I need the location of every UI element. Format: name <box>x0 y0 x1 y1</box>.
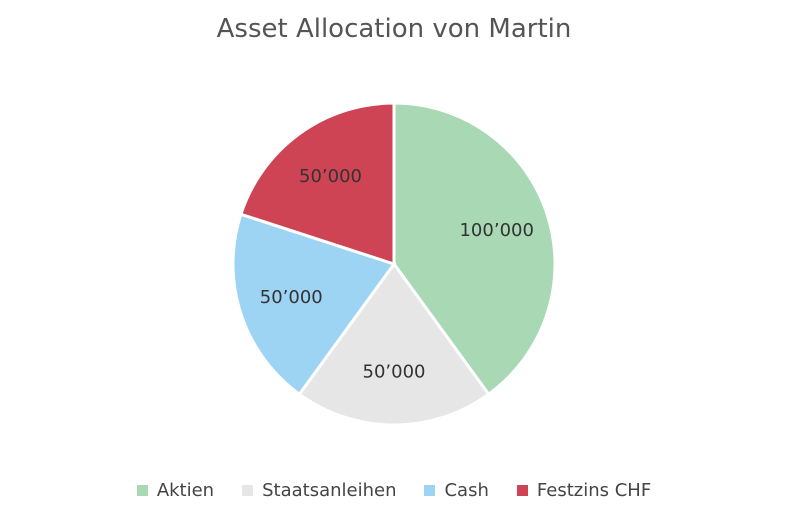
legend-label: Festzins CHF <box>536 480 652 501</box>
data-label-cash: 50’000 <box>260 287 323 308</box>
legend-item-cash: Cash <box>424 480 489 501</box>
legend-item-aktien: Aktien <box>136 480 215 501</box>
legend-swatch <box>242 485 254 496</box>
legend: Aktien Staatsanleihen Cash Festzins CHF <box>0 480 788 501</box>
pie-slice-aktien <box>392 101 557 397</box>
legend-swatch <box>424 485 436 496</box>
legend-label: Aktien <box>156 480 215 501</box>
data-label-staatsanleihen: 50’000 <box>363 362 426 383</box>
pie-slice-cash <box>231 212 397 397</box>
legend-label: Staatsanleihen <box>262 480 397 501</box>
data-label-aktien: 100’000 <box>459 220 533 241</box>
legend-item-staatsanleihen: Staatsanleihen <box>242 480 396 501</box>
legend-swatch <box>136 485 148 496</box>
pie-slice-staatsanleihen <box>297 261 491 427</box>
legend-item-festzins-chf: Festzins CHF <box>516 480 652 501</box>
data-label-festzins-chf: 50’000 <box>299 166 362 187</box>
chart-title: Asset Allocation von Martin <box>216 14 572 44</box>
legend-swatch <box>516 485 528 496</box>
legend-label: Cash <box>444 480 489 501</box>
pie-slice-festzins-chf <box>238 101 396 267</box>
